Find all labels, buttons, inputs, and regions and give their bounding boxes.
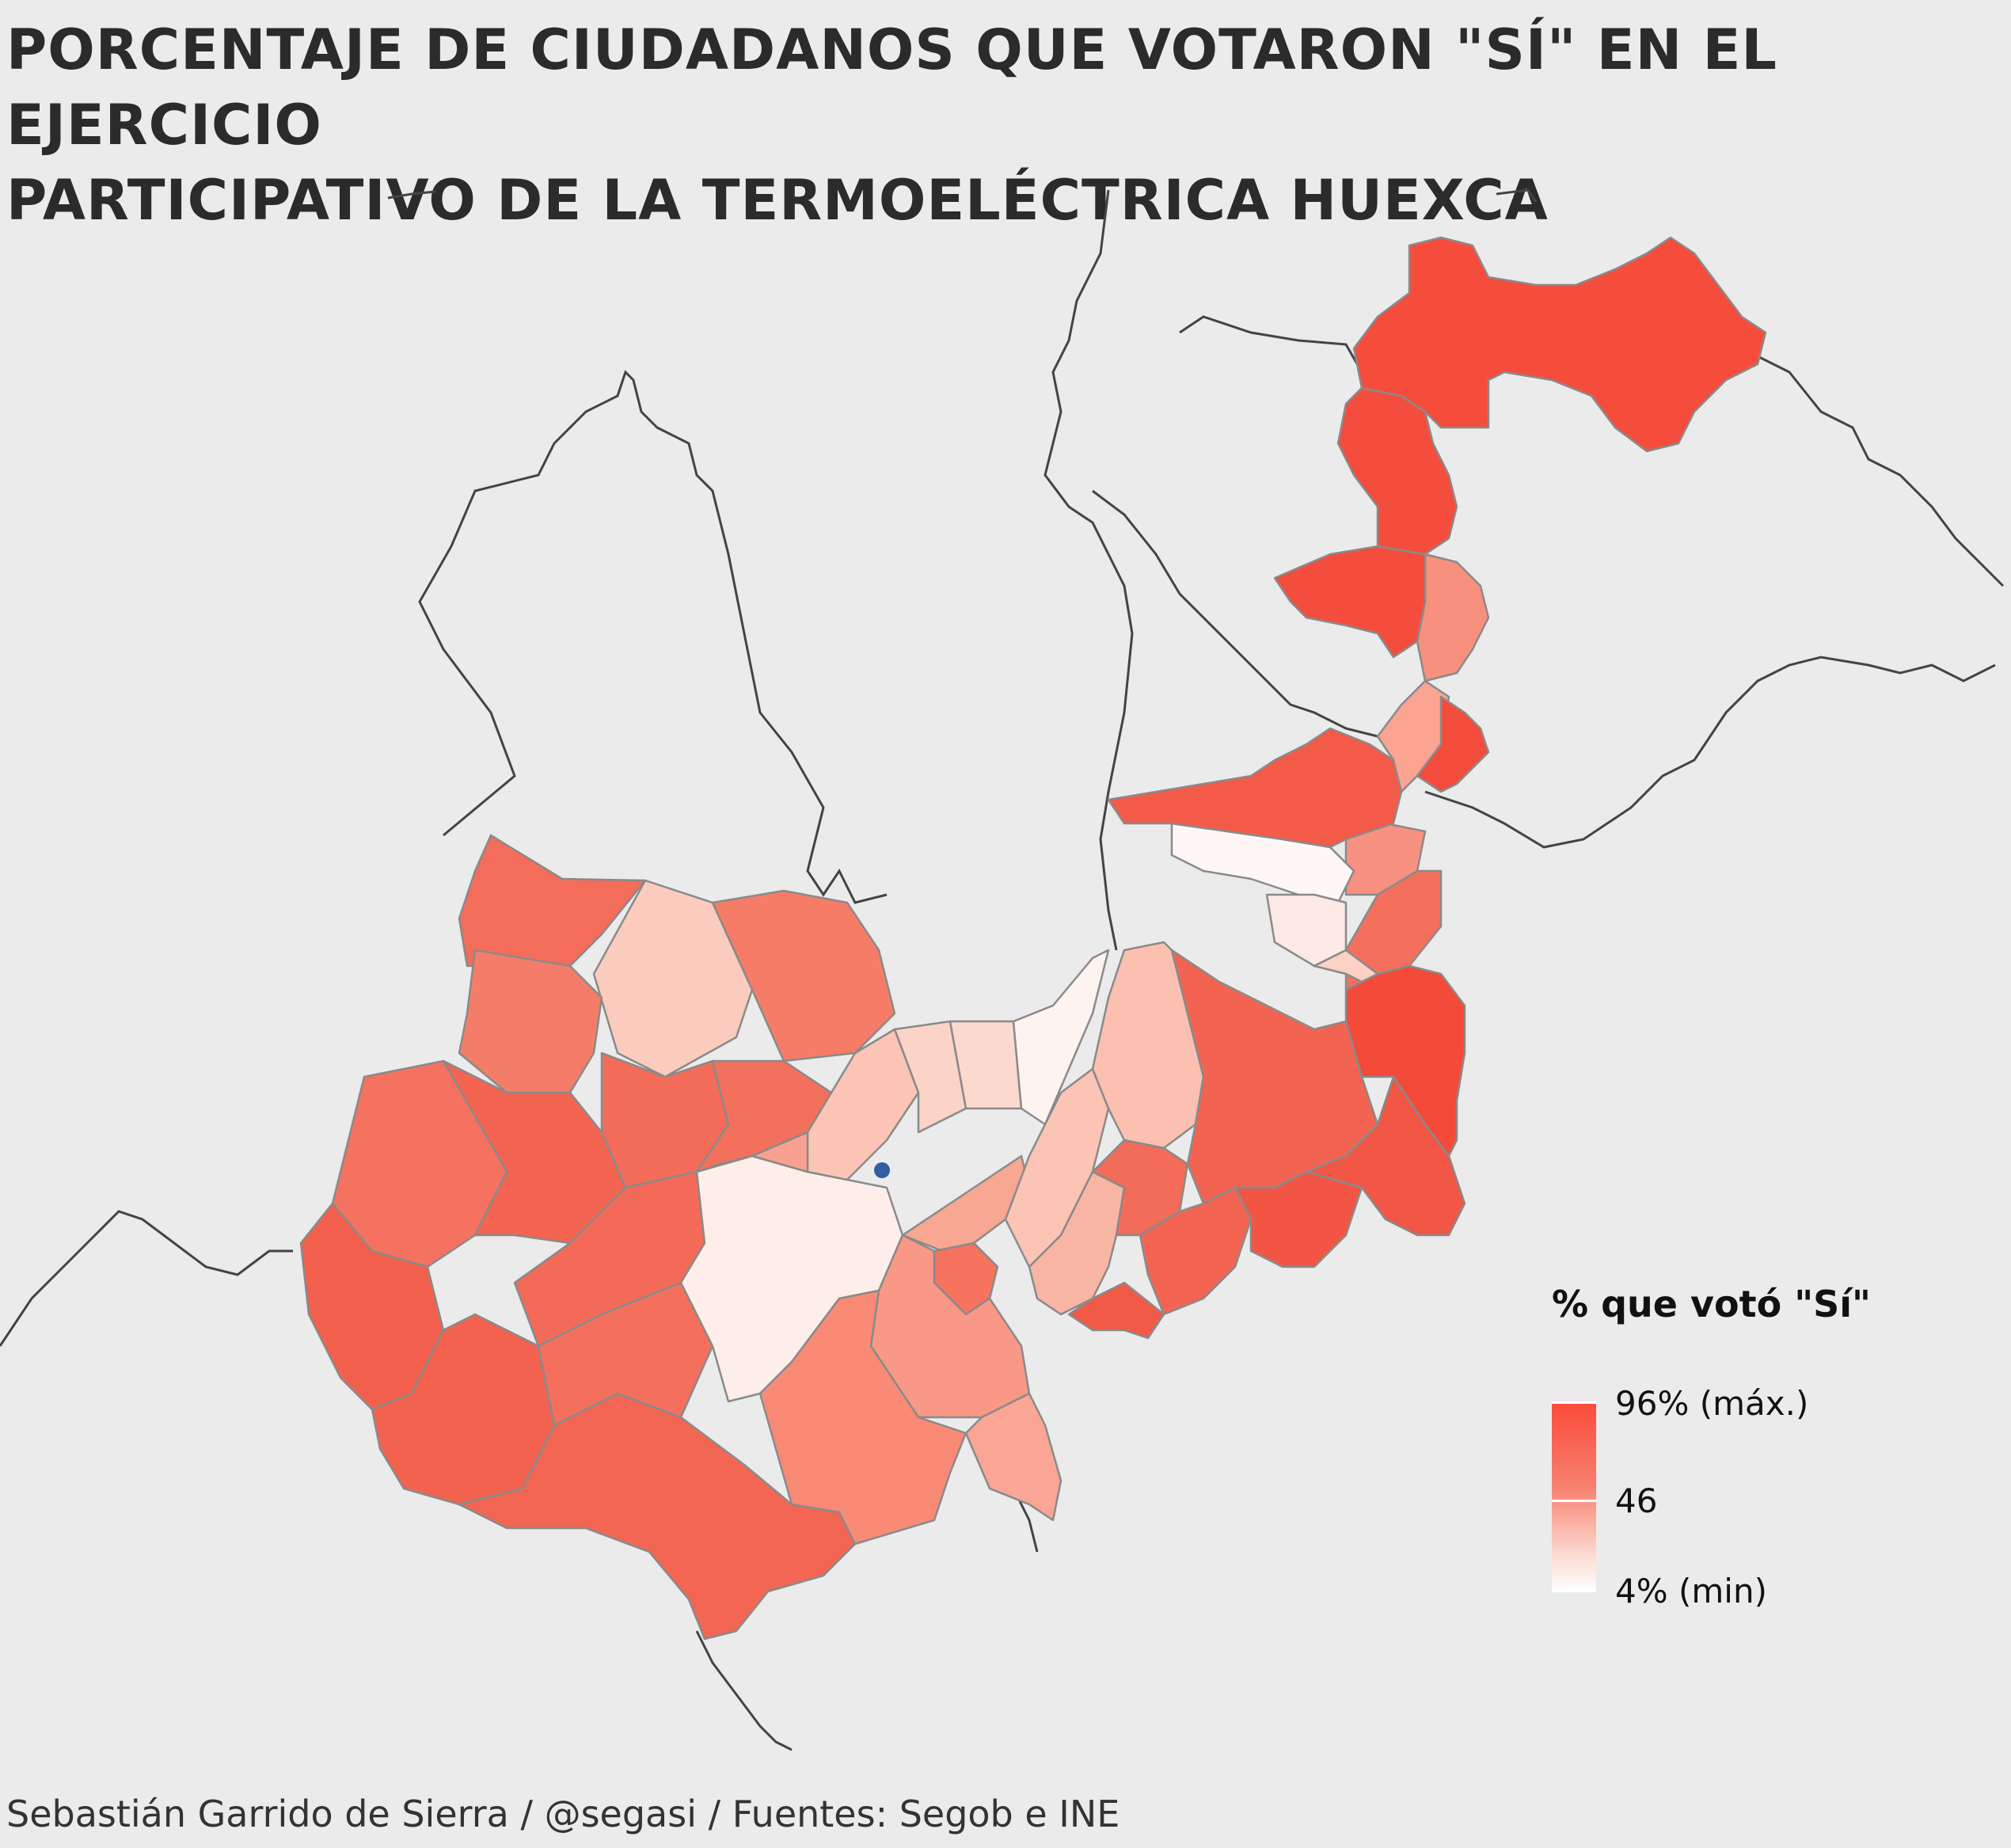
- map-title: PORCENTAJE DE CIUDADANOS QUE VOTARON "SÍ…: [6, 13, 2001, 238]
- legend-label-min: 4% (min): [1615, 1572, 1767, 1610]
- map-title-line-1: PORCENTAJE DE CIUDADANOS QUE VOTARON "SÍ…: [6, 17, 1777, 158]
- source-caption: Sebastián Garrido de Sierra / @segasi / …: [6, 1793, 1120, 1835]
- municipality-north-west-arm[interactable]: [1273, 545, 1427, 659]
- municipality-upper-strip-1[interactable]: [893, 1020, 967, 1134]
- legend-tick-max: [1552, 1401, 1596, 1404]
- municipality-east-south[interactable]: [1234, 1154, 1363, 1268]
- municipality-east-tail[interactable]: [1067, 1281, 1165, 1340]
- municipality-southeast-3[interactable]: [758, 1289, 967, 1546]
- legend-label-max: 96% (máx.): [1615, 1384, 1809, 1423]
- municipality-north-top[interactable]: [1352, 236, 1767, 453]
- municipality-east-strip-2[interactable]: [1028, 1170, 1126, 1316]
- municipality-far-southeast[interactable]: [964, 1392, 1063, 1522]
- municipality-band[interactable]: [1107, 727, 1403, 849]
- state-boundary-southeast: [1424, 656, 1996, 849]
- map-title-line-2: PARTICIPATIVO DE LA TERMOELÉCTRICA HUEXC…: [6, 168, 1549, 233]
- municipality-north-east[interactable]: [711, 889, 896, 1063]
- municipality-narrow-strip[interactable]: [1012, 949, 1110, 1126]
- municipality-east-center[interactable]: [901, 1154, 1031, 1253]
- legend-label-mid: 46: [1615, 1481, 1658, 1520]
- legend-tick-min: [1552, 1590, 1596, 1592]
- legend-tick-mid: [1552, 1500, 1596, 1502]
- municipality-white-3[interactable]: [1313, 949, 1379, 983]
- municipality-east-bottom[interactable]: [1305, 1075, 1466, 1237]
- state-boundary-central: [1044, 189, 1134, 951]
- legend-color-bar: [1552, 1401, 1596, 1591]
- municipalities: [299, 236, 1767, 1641]
- state-boundary-north-west: [418, 370, 888, 904]
- municipality-west-upper[interactable]: [458, 949, 603, 1094]
- state-boundaries: [0, 188, 2005, 1751]
- municipality-north-mid-3[interactable]: [1416, 553, 1490, 683]
- huexca-location-marker[interactable]: [874, 1162, 890, 1178]
- legend-title: % que votó "Sí": [1552, 1283, 1872, 1325]
- municipality-east-valley-3[interactable]: [1139, 1186, 1253, 1316]
- municipality-north-mid-2[interactable]: [1416, 695, 1490, 793]
- state-boundary-west: [0, 1210, 293, 1347]
- state-boundary-top: [387, 188, 1538, 203]
- municipality-center-north[interactable]: [751, 1131, 809, 1173]
